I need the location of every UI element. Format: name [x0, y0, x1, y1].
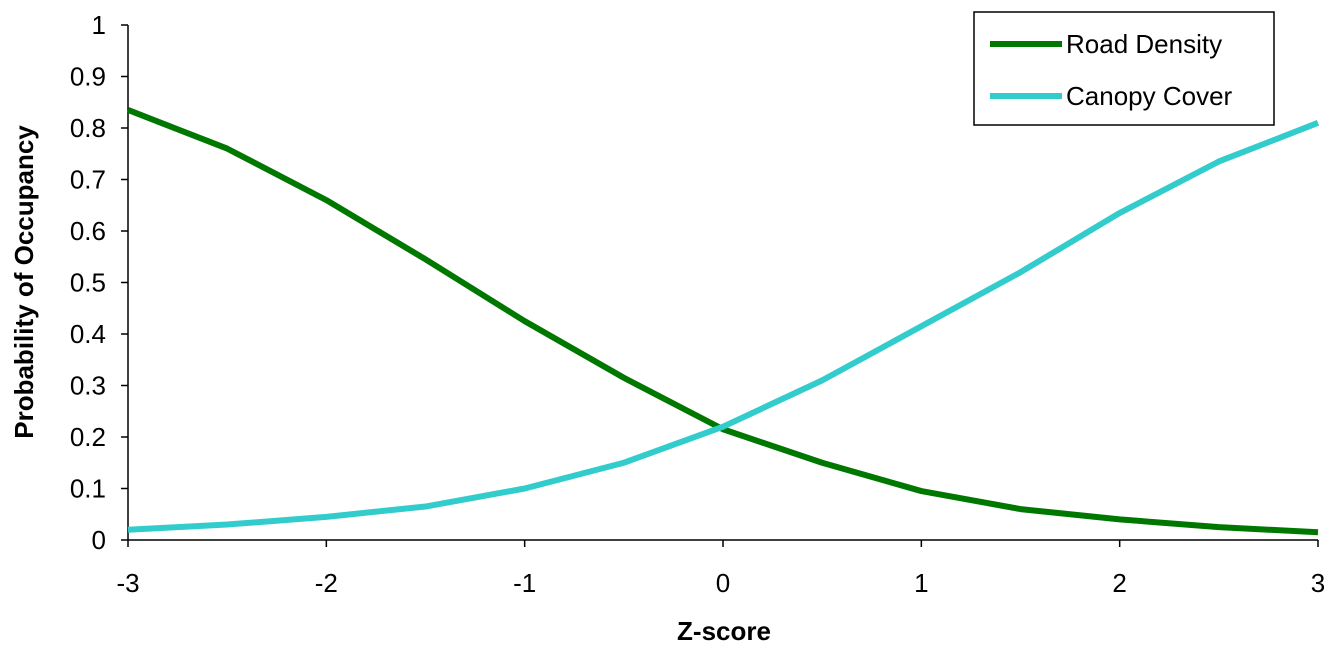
x-axis-ticks: -3 -2 -1 0 1 2 3	[116, 540, 1325, 598]
y-tick-label: 0.4	[70, 319, 106, 349]
y-tick-label: 0.1	[70, 474, 106, 504]
series-line-canopy-cover	[127, 120, 1320, 533]
y-tick-label: 0.5	[70, 268, 106, 298]
y-tick-label: 0.9	[70, 62, 106, 92]
series-layer	[126, 107, 1320, 536]
y-axis-title: Probability of Occupancy	[9, 125, 39, 439]
legend-label: Canopy Cover	[1066, 81, 1233, 111]
y-tick-label: 0.6	[70, 216, 106, 246]
y-tick-label: 0.7	[70, 165, 106, 195]
x-tick-label: 3	[1311, 568, 1325, 598]
x-tick-label: -3	[116, 568, 139, 598]
legend: Road Density Canopy Cover	[973, 11, 1275, 126]
y-tick-label: 1	[92, 10, 106, 40]
y-tick-label: 0.2	[70, 422, 106, 452]
x-axis-title: Z-score	[677, 616, 771, 646]
legend-box	[973, 11, 1275, 126]
y-tick-label: 0.8	[70, 113, 106, 143]
y-axis-ticks: 0 0.1 0.2 0.3 0.4 0.5 0.6 0.7 0.8 0.9 1	[70, 10, 128, 555]
legend-label: Road Density	[1066, 29, 1222, 59]
y-tick-label: 0	[92, 525, 106, 555]
x-tick-label: -2	[315, 568, 338, 598]
y-tick-label: 0.3	[70, 371, 106, 401]
x-tick-label: 1	[914, 568, 928, 598]
x-tick-label: 0	[716, 568, 730, 598]
series-line-road-density	[126, 107, 1319, 536]
x-tick-label: 2	[1112, 568, 1126, 598]
x-tick-label: -1	[513, 568, 536, 598]
